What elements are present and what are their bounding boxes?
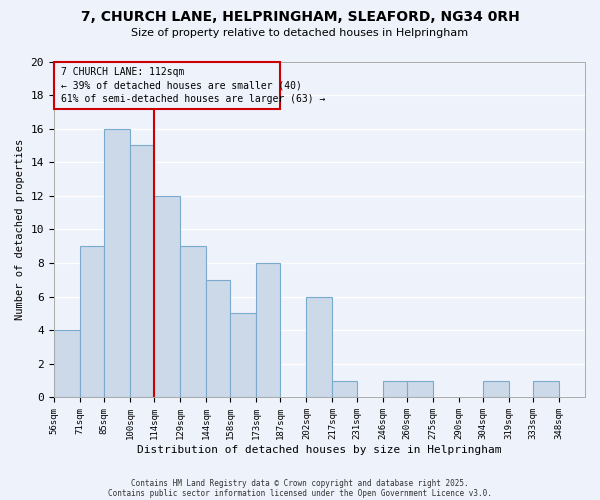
- Bar: [230, 314, 256, 398]
- Text: Contains HM Land Registry data © Crown copyright and database right 2025.: Contains HM Land Registry data © Crown c…: [131, 478, 469, 488]
- Bar: [180, 246, 206, 398]
- Bar: [332, 380, 356, 398]
- Bar: [80, 246, 104, 398]
- Bar: [483, 380, 509, 398]
- Bar: [104, 128, 130, 398]
- Bar: [383, 380, 407, 398]
- Bar: [54, 330, 80, 398]
- Bar: [130, 146, 154, 398]
- Bar: [307, 296, 332, 398]
- Text: 61% of semi-detached houses are larger (63) →: 61% of semi-detached houses are larger (…: [61, 94, 325, 104]
- Text: Contains public sector information licensed under the Open Government Licence v3: Contains public sector information licen…: [108, 488, 492, 498]
- Bar: [407, 380, 433, 398]
- Bar: [154, 196, 180, 398]
- Bar: [256, 263, 280, 398]
- Y-axis label: Number of detached properties: Number of detached properties: [15, 139, 25, 320]
- Text: 7, CHURCH LANE, HELPRINGHAM, SLEAFORD, NG34 0RH: 7, CHURCH LANE, HELPRINGHAM, SLEAFORD, N…: [80, 10, 520, 24]
- FancyBboxPatch shape: [54, 62, 280, 108]
- X-axis label: Distribution of detached houses by size in Helpringham: Distribution of detached houses by size …: [137, 445, 502, 455]
- Bar: [206, 280, 230, 398]
- Text: 7 CHURCH LANE: 112sqm: 7 CHURCH LANE: 112sqm: [61, 68, 184, 78]
- Text: ← 39% of detached houses are smaller (40): ← 39% of detached houses are smaller (40…: [61, 81, 302, 91]
- Text: Size of property relative to detached houses in Helpringham: Size of property relative to detached ho…: [131, 28, 469, 38]
- Bar: [533, 380, 559, 398]
